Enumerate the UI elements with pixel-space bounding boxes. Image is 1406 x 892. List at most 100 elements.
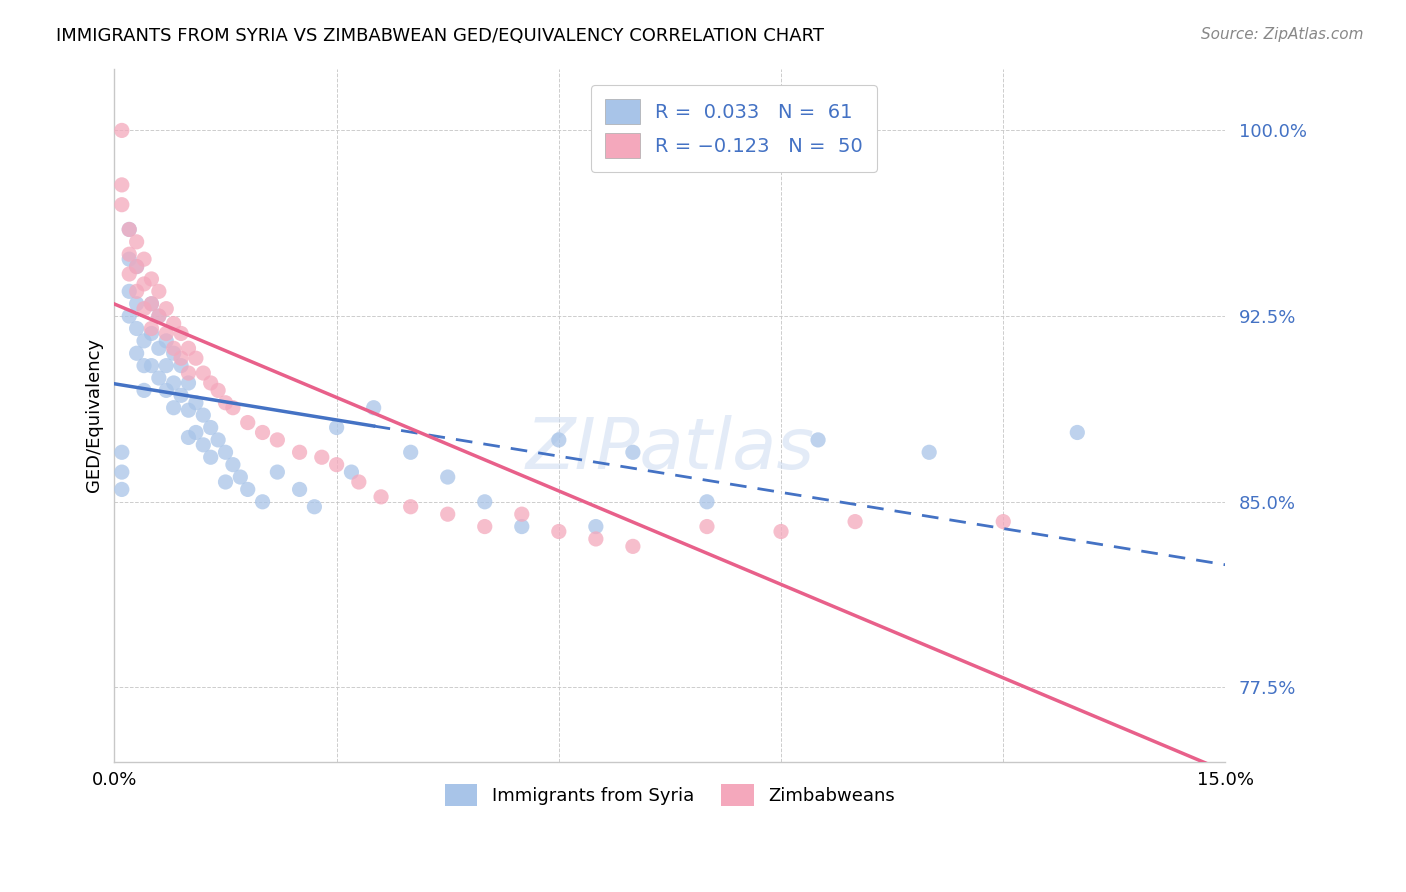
Point bbox=[118, 222, 141, 236]
Point bbox=[325, 420, 347, 434]
Y-axis label: GED/Equivalency: GED/Equivalency bbox=[86, 338, 103, 492]
Point bbox=[141, 297, 163, 311]
Point bbox=[436, 507, 458, 521]
Point bbox=[621, 445, 644, 459]
Point bbox=[229, 470, 252, 484]
Point bbox=[474, 519, 496, 533]
Point bbox=[585, 519, 607, 533]
Point bbox=[807, 433, 830, 447]
Point bbox=[311, 450, 333, 465]
Point bbox=[236, 483, 259, 497]
Point bbox=[118, 285, 141, 299]
Point bbox=[340, 465, 363, 479]
Point bbox=[510, 507, 533, 521]
Point bbox=[170, 326, 193, 341]
Point bbox=[214, 445, 236, 459]
Point bbox=[163, 346, 186, 360]
Point bbox=[474, 495, 496, 509]
Point bbox=[163, 317, 186, 331]
Point bbox=[141, 326, 163, 341]
Point bbox=[585, 532, 607, 546]
Point bbox=[547, 433, 569, 447]
Point bbox=[1066, 425, 1088, 440]
Point bbox=[177, 376, 200, 390]
Point bbox=[155, 301, 177, 316]
Point bbox=[118, 222, 141, 236]
Point bbox=[125, 260, 148, 274]
Point bbox=[347, 475, 370, 489]
Point bbox=[155, 334, 177, 348]
Point bbox=[155, 326, 177, 341]
Point bbox=[510, 519, 533, 533]
Point bbox=[125, 235, 148, 249]
Point bbox=[547, 524, 569, 539]
Point bbox=[769, 524, 792, 539]
Point bbox=[193, 408, 215, 422]
Point bbox=[621, 540, 644, 554]
Point bbox=[111, 465, 134, 479]
Point bbox=[132, 277, 155, 291]
Point bbox=[132, 301, 155, 316]
Point bbox=[155, 359, 177, 373]
Point bbox=[148, 341, 170, 355]
Point bbox=[132, 252, 155, 267]
Point bbox=[304, 500, 326, 514]
Point bbox=[111, 123, 134, 137]
Point bbox=[200, 376, 222, 390]
Point bbox=[193, 438, 215, 452]
Point bbox=[177, 430, 200, 444]
Point bbox=[125, 321, 148, 335]
Point bbox=[207, 384, 229, 398]
Text: IMMIGRANTS FROM SYRIA VS ZIMBABWEAN GED/EQUIVALENCY CORRELATION CHART: IMMIGRANTS FROM SYRIA VS ZIMBABWEAN GED/… bbox=[56, 27, 824, 45]
Point bbox=[141, 272, 163, 286]
Point bbox=[363, 401, 385, 415]
Legend: Immigrants from Syria, Zimbabweans: Immigrants from Syria, Zimbabweans bbox=[436, 775, 904, 815]
Point bbox=[207, 433, 229, 447]
Point bbox=[141, 321, 163, 335]
Point bbox=[436, 470, 458, 484]
Point bbox=[125, 260, 148, 274]
Point bbox=[163, 376, 186, 390]
Point bbox=[252, 425, 274, 440]
Text: ZIPatlas: ZIPatlas bbox=[526, 416, 814, 484]
Point bbox=[193, 366, 215, 380]
Point bbox=[118, 247, 141, 261]
Point bbox=[200, 420, 222, 434]
Point bbox=[325, 458, 347, 472]
Point bbox=[132, 359, 155, 373]
Point bbox=[111, 445, 134, 459]
Point bbox=[111, 178, 134, 192]
Point bbox=[141, 359, 163, 373]
Point bbox=[170, 351, 193, 366]
Point bbox=[399, 500, 422, 514]
Point bbox=[370, 490, 392, 504]
Point bbox=[148, 309, 170, 323]
Point bbox=[399, 445, 422, 459]
Point bbox=[118, 309, 141, 323]
Point bbox=[132, 384, 155, 398]
Point bbox=[118, 267, 141, 281]
Point bbox=[184, 351, 207, 366]
Text: Source: ZipAtlas.com: Source: ZipAtlas.com bbox=[1201, 27, 1364, 42]
Point bbox=[170, 388, 193, 402]
Point bbox=[184, 425, 207, 440]
Point bbox=[125, 346, 148, 360]
Point bbox=[111, 483, 134, 497]
Point bbox=[222, 458, 245, 472]
Point bbox=[696, 495, 718, 509]
Point bbox=[993, 515, 1015, 529]
Point bbox=[148, 309, 170, 323]
Point bbox=[163, 341, 186, 355]
Point bbox=[288, 483, 311, 497]
Point bbox=[132, 334, 155, 348]
Point bbox=[214, 396, 236, 410]
Point bbox=[177, 341, 200, 355]
Point bbox=[170, 359, 193, 373]
Point bbox=[125, 297, 148, 311]
Point bbox=[236, 416, 259, 430]
Point bbox=[696, 519, 718, 533]
Point bbox=[844, 515, 866, 529]
Point bbox=[222, 401, 245, 415]
Point bbox=[141, 297, 163, 311]
Point bbox=[266, 465, 288, 479]
